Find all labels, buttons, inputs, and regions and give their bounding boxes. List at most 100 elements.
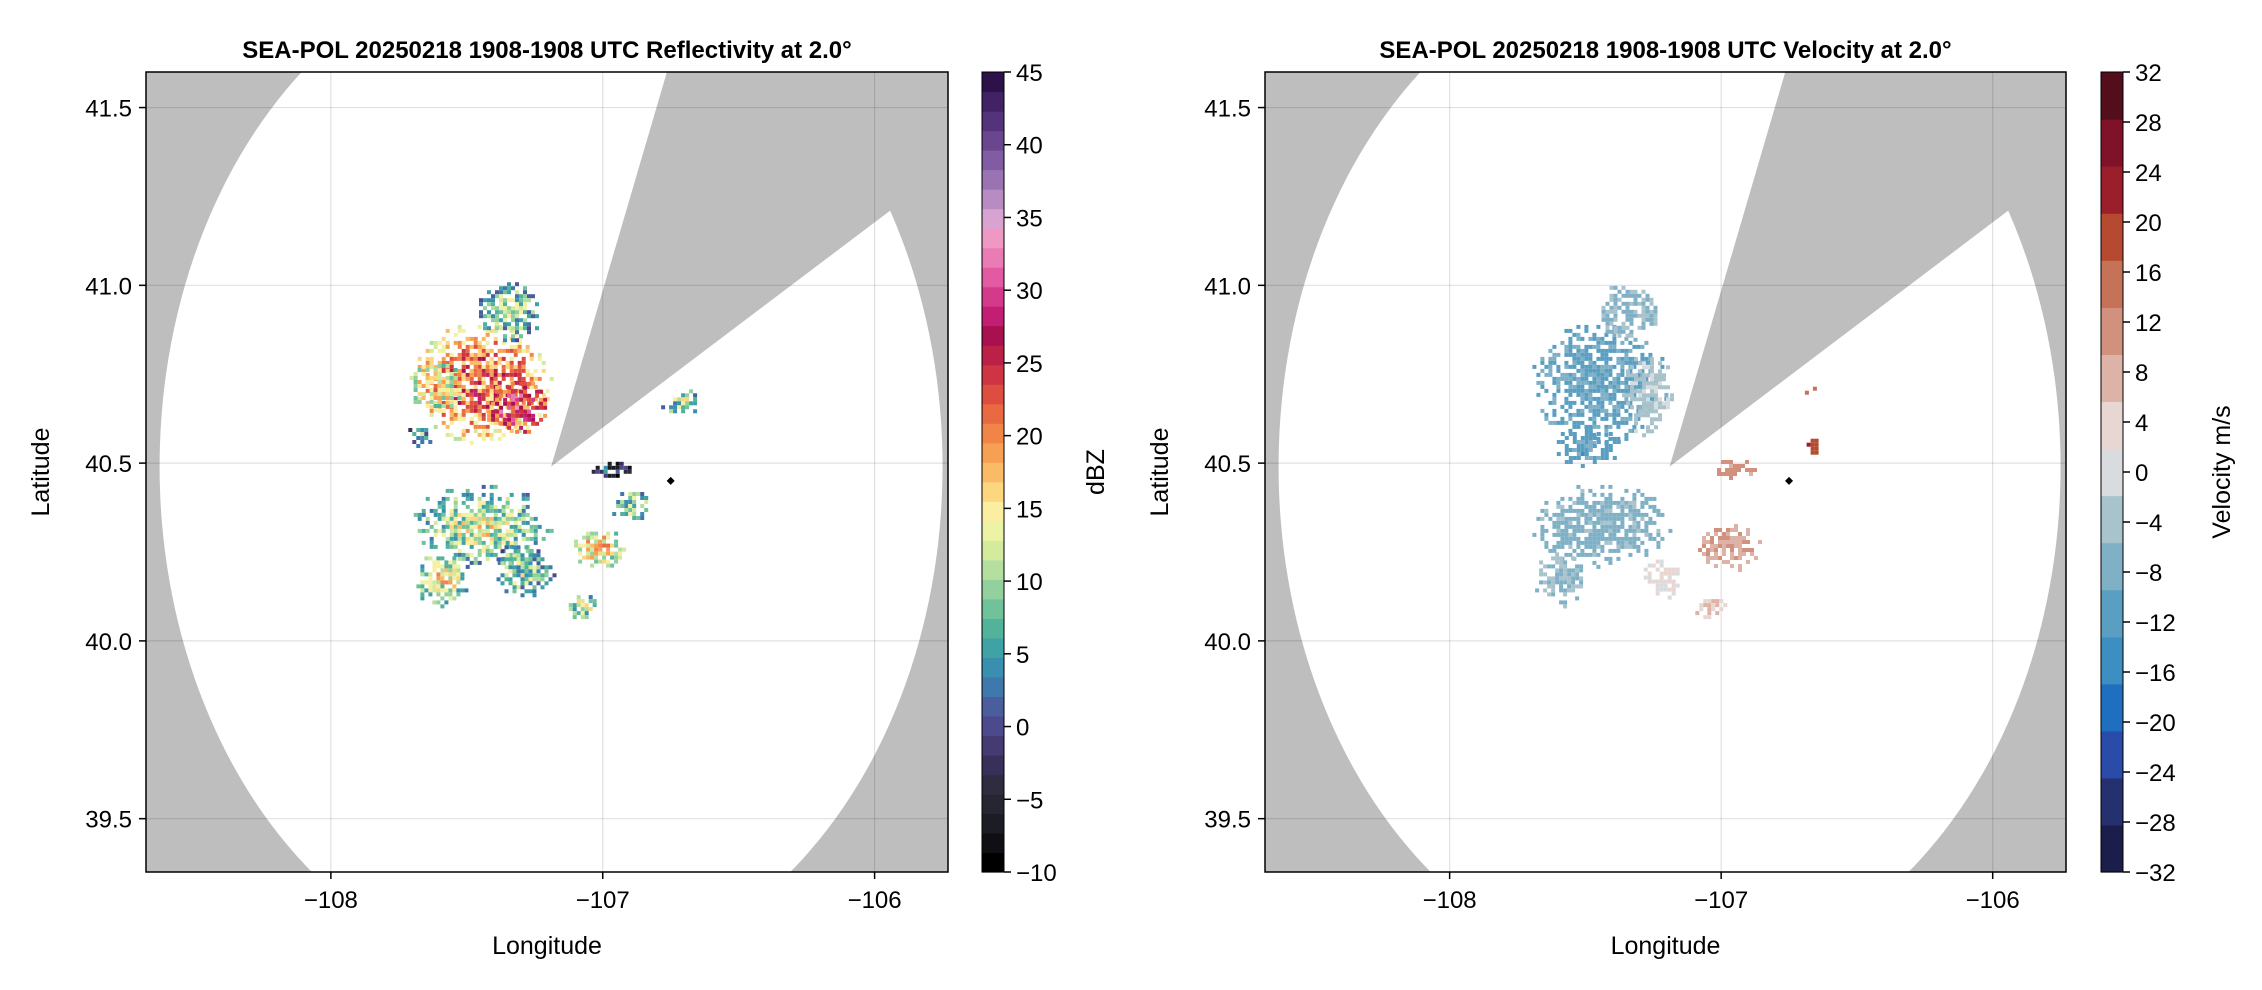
echo-cell [1617,297,1622,302]
echo-cell [1662,385,1666,390]
echo-cell [1536,380,1541,385]
echo-cell [509,372,514,377]
echo-cell [417,380,422,384]
echo-cell [1620,512,1625,517]
echo-cell [509,356,514,361]
echo-cell [425,376,430,380]
echo-cell [1552,400,1557,405]
echo-cell [1714,528,1718,532]
echo-cell [624,500,629,504]
echo-cell [493,392,498,397]
echo-cell [461,436,466,441]
echo-cell [1560,512,1565,517]
echo-cell [493,516,498,521]
echo-cell [516,545,521,550]
echo-cell [603,473,608,478]
echo-cell [1653,309,1658,314]
echo-cell [1714,532,1718,536]
echo-cell [481,504,486,509]
echo-cell [1624,500,1629,505]
echo-cell [1572,356,1577,361]
echo-cell [1645,297,1650,302]
echo-cell [1612,536,1617,541]
echo-cell [445,344,450,349]
echo-cell [1624,488,1629,493]
echo-cell [1621,301,1626,306]
colorbar-segment [982,130,1004,151]
echo-cell [628,496,633,500]
echo-cell [508,577,513,582]
echo-cell [1812,386,1817,391]
echo-cell [424,580,429,585]
y-tick-label: 40.0 [85,629,132,656]
echo-cell [465,524,470,529]
echo-cell [521,516,526,521]
echo-cell [543,405,548,410]
echo-cell [449,392,454,396]
echo-cell [1547,584,1552,589]
echo-cell [511,417,516,422]
echo-cell [1552,412,1557,417]
echo-cell [491,306,495,311]
echo-cell [521,368,526,373]
echo-cell [1604,428,1609,433]
echo-cell [1630,381,1634,386]
echo-cell [1592,424,1597,429]
colorbar-segment [2101,683,2123,732]
echo-cell [513,368,518,373]
echo-cell [481,368,486,373]
echo-cell [1572,400,1577,405]
echo-cell [428,576,433,581]
echo-cell [1624,336,1629,341]
echo-cell [525,368,530,373]
echo-cell [1722,544,1726,548]
echo-cell [465,408,470,413]
echo-cell [511,334,515,339]
echo-cell [1567,580,1572,585]
echo-cell [481,436,486,441]
echo-cell [1644,376,1649,381]
echo-cell [1580,528,1585,533]
echo-cell [465,428,470,433]
echo-cell [1648,396,1653,401]
echo-cell [469,492,474,497]
echo-cell [543,397,548,402]
echo-cell [1658,401,1662,406]
echo-cell [1620,540,1625,545]
echo-cell [614,559,619,564]
echo-cell [449,488,454,493]
echo-cell [461,384,466,389]
echo-cell [477,352,482,357]
echo-cell [464,588,469,593]
echo-cell [440,584,445,589]
echo-cluster [408,428,433,448]
echo-cell [433,388,438,392]
echo-cell [461,516,466,521]
echo-cell [1604,424,1609,429]
echo-cell [481,336,486,341]
echo-cell [1576,448,1581,452]
echo-cell [525,384,530,389]
echo-cell [1621,309,1626,314]
echo-cell [491,401,496,406]
echo-cell [1650,381,1654,386]
echo-cell [1616,500,1621,505]
echo-cell [413,400,418,404]
echo-cell [1580,412,1585,417]
echo-cell [485,548,490,553]
echo-cell [493,364,498,369]
echo-cell [521,492,526,497]
echo-cell [1638,389,1642,394]
echo-cell [505,504,510,509]
echo-cell [465,564,470,569]
echo-cell [1580,352,1585,357]
echo-cell [1750,548,1754,552]
echo-cell [1642,381,1646,386]
echo-cell [528,561,533,566]
echo-cell [580,607,585,612]
echo-cell [504,577,509,582]
echo-cell [523,310,527,315]
echo-cell [1624,536,1629,541]
colorbar-segment [982,169,1004,190]
echo-cell [541,392,546,397]
